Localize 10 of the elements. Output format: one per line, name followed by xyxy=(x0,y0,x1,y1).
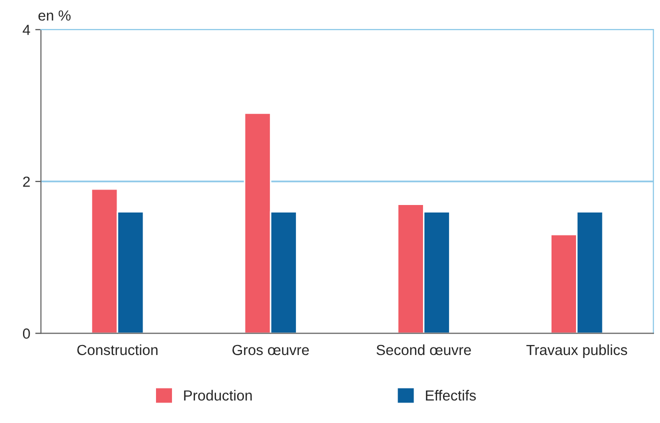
x-tick-label: Travaux publics xyxy=(526,344,628,358)
y-tick-label: 4 xyxy=(22,24,30,35)
x-tick-label: Gros œuvre xyxy=(232,344,309,356)
x-tick-label: Construction xyxy=(77,344,158,356)
legend-label: Effectifs xyxy=(426,390,476,401)
legend-label: Production xyxy=(184,390,252,401)
x-tick-label: Second œuvre xyxy=(376,344,471,356)
y-axis-title: en % xyxy=(38,10,71,21)
y-tick-label: 0 xyxy=(22,328,30,339)
y-tick-label: 2 xyxy=(23,176,30,187)
